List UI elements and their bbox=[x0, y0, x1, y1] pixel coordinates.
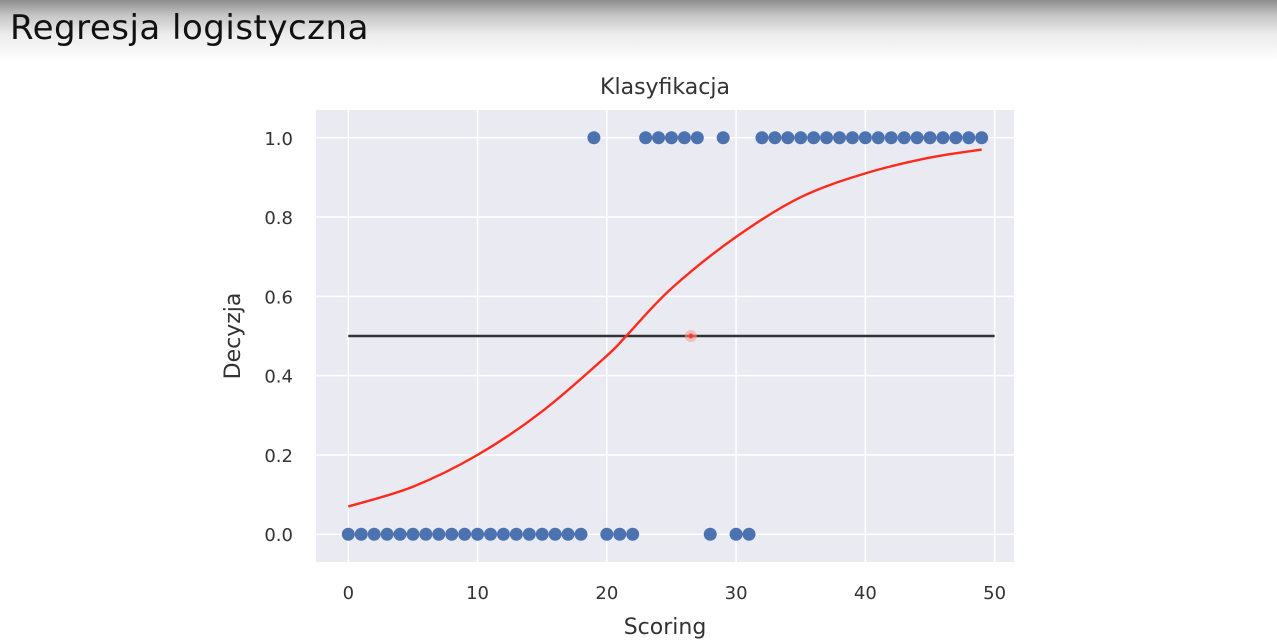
x-tick-label: 20 bbox=[595, 583, 618, 604]
data-point bbox=[561, 527, 575, 541]
data-point bbox=[600, 527, 614, 541]
data-point bbox=[858, 131, 872, 145]
data-point bbox=[432, 527, 446, 541]
x-axis-label: Scoring bbox=[624, 615, 707, 640]
data-point bbox=[975, 131, 989, 145]
data-point bbox=[897, 131, 911, 145]
data-point bbox=[341, 527, 355, 541]
y-tick-label: 0.8 bbox=[264, 208, 293, 229]
data-point bbox=[367, 527, 381, 541]
data-point bbox=[548, 527, 562, 541]
data-point bbox=[768, 131, 782, 145]
x-tick-label: 50 bbox=[983, 583, 1006, 604]
y-axis-label: Decyzja bbox=[221, 293, 246, 380]
y-tick-label: 1.0 bbox=[264, 129, 293, 150]
x-tick-label: 0 bbox=[343, 583, 354, 604]
data-point bbox=[496, 527, 510, 541]
data-point bbox=[393, 527, 407, 541]
data-point bbox=[936, 131, 950, 145]
data-point bbox=[716, 131, 730, 145]
tick-labels: 0 10 20 30 40 50 0.0 0.2 0.4 0.6 0.8 1.0 bbox=[264, 129, 1006, 604]
data-points bbox=[341, 131, 989, 541]
data-point bbox=[742, 527, 756, 541]
data-point bbox=[690, 131, 704, 145]
y-tick-label: 0.6 bbox=[264, 287, 293, 308]
data-point bbox=[884, 131, 898, 145]
cursor-dot bbox=[688, 333, 694, 339]
logistic-curve-group bbox=[347, 148, 982, 508]
data-point bbox=[807, 131, 821, 145]
y-tick-label: 0.0 bbox=[264, 525, 293, 546]
data-point bbox=[574, 527, 588, 541]
data-point bbox=[419, 527, 433, 541]
slide-title: Regresja logistyczna bbox=[10, 8, 369, 48]
data-point bbox=[445, 527, 459, 541]
chart-title: Klasyfikacja bbox=[600, 75, 730, 100]
data-point bbox=[703, 527, 717, 541]
x-tick-label: 10 bbox=[466, 583, 489, 604]
y-tick-label: 0.2 bbox=[264, 446, 293, 467]
data-point bbox=[910, 131, 924, 145]
data-point bbox=[535, 527, 549, 541]
y-tick-label: 0.4 bbox=[264, 367, 293, 388]
data-point bbox=[833, 131, 846, 145]
data-point bbox=[962, 131, 976, 145]
data-point bbox=[729, 527, 743, 541]
data-point bbox=[471, 527, 485, 541]
data-point bbox=[458, 527, 472, 541]
data-point bbox=[406, 527, 420, 541]
data-point bbox=[949, 131, 963, 145]
data-point bbox=[845, 131, 859, 145]
data-point bbox=[652, 131, 666, 145]
x-tick-label: 40 bbox=[854, 583, 877, 604]
data-point bbox=[871, 131, 885, 145]
data-point bbox=[613, 527, 627, 541]
data-point bbox=[587, 131, 601, 145]
data-point bbox=[354, 527, 368, 541]
data-point bbox=[923, 131, 937, 145]
data-point bbox=[522, 527, 536, 541]
x-tick-label: 30 bbox=[725, 583, 748, 604]
data-point bbox=[509, 527, 523, 541]
data-point bbox=[820, 131, 834, 145]
data-point bbox=[484, 527, 497, 541]
data-point bbox=[755, 131, 769, 145]
data-point bbox=[626, 527, 640, 541]
slide-header bbox=[0, 0, 1277, 62]
data-point bbox=[380, 527, 394, 541]
data-point bbox=[677, 131, 691, 145]
logistic-curve bbox=[347, 148, 982, 508]
cursor-marker-group bbox=[684, 330, 697, 342]
data-point bbox=[781, 131, 795, 145]
data-point bbox=[664, 131, 678, 145]
data-point bbox=[639, 131, 653, 145]
data-point bbox=[794, 131, 808, 145]
